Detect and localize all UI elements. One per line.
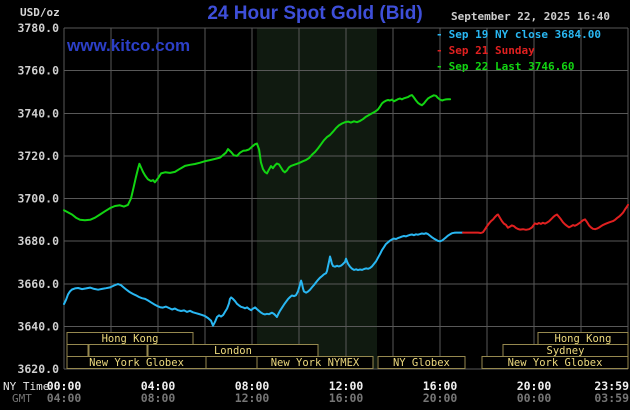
session-label: London [214,345,252,357]
session-box [66,344,89,357]
y-tick-label: 3680.0 [17,234,59,248]
x-tick-label: 04:00 [47,391,82,405]
y-tick-label: 3740.0 [17,106,59,120]
x-tick-label: 12:00 [329,379,364,393]
x-tick-label: 16:00 [329,391,364,405]
x-tick-label: 23:59 [594,379,629,393]
session-label: New York NYMEX [271,357,360,369]
y-axis-labels: 3780.0 3760.0 3740.0 3720.0 3700.0 3680.0 3660… [17,21,59,376]
chart-title: 24 Hour Spot Gold (Bid) [207,3,423,24]
session-box [256,356,374,369]
kitco-watermark: www.kitco.com [67,36,191,55]
price-series-2 [63,94,452,222]
y-tick-label: 3640.0 [17,319,59,333]
session-label: New York Globex [508,357,603,369]
legend-item-sep22: - Sep 22 Last 3746.60 [436,59,601,75]
legend-dash-icon: - [436,44,443,57]
session-label: New York Globex [89,357,184,369]
x-tick-label: 04:00 [141,379,176,393]
y-tick-label: 3760.0 [17,64,59,78]
chart-legend: - Sep 19 NY close 3684.00 - Sep 21 Sunday … [436,27,601,75]
y-tick-label: 3700.0 [17,192,59,206]
gmt-caption: GMT [12,392,32,405]
session-box [481,356,629,369]
session-label: Hong Kong [102,333,159,345]
legend-label: Sep 19 NY close 3684.00 [448,28,601,41]
y-axis-units-label: USD/oz [20,6,60,19]
legend-dash-icon: - [436,28,443,41]
y-tick-label: 3720.0 [17,149,59,163]
legend-label: Sep 21 Sunday [448,44,535,57]
ny-time-caption: NY Time [3,380,49,393]
legend-item-sep21: - Sep 21 Sunday [436,43,601,59]
y-tick-label: 3620.0 [17,362,59,376]
legend-dash-icon: - [436,60,443,73]
session-label: Sydney [547,345,585,357]
x-tick-label: 20:00 [423,391,458,405]
x-tick-label: 12:00 [235,391,270,405]
chart-timestamp: September 22, 2025 16:40 [451,10,610,23]
x-tick-label: 03:59 [594,391,629,405]
y-tick-label: 3780.0 [17,21,59,35]
x-tick-label: 08:00 [141,391,176,405]
x-axis-gmt-labels: 04:00 08:00 12:00 16:00 20:00 00:00 03:59 [47,391,629,405]
x-tick-label: 00:00 [517,391,552,405]
session-box [88,344,148,357]
session-box [377,356,466,369]
price-series-0 [63,231,464,327]
session-box [205,356,258,369]
legend-label: Sep 22 Last 3746.60 [448,60,575,73]
x-tick-label: 20:00 [517,379,552,393]
price-series-1 [462,203,629,234]
y-tick-label: 3660.0 [17,277,59,291]
x-tick-label: 08:00 [235,379,270,393]
session-label: Hong Kong [555,333,612,345]
grid-lines [63,27,629,370]
x-tick-label: 00:00 [47,379,82,393]
x-tick-label: 16:00 [423,379,458,393]
x-axis-ny-labels: 00:00 04:00 08:00 12:00 16:00 20:00 23:59 [47,379,629,393]
session-label: NY Globex [393,357,450,369]
legend-item-sep19: - Sep 19 NY close 3684.00 [436,27,601,43]
